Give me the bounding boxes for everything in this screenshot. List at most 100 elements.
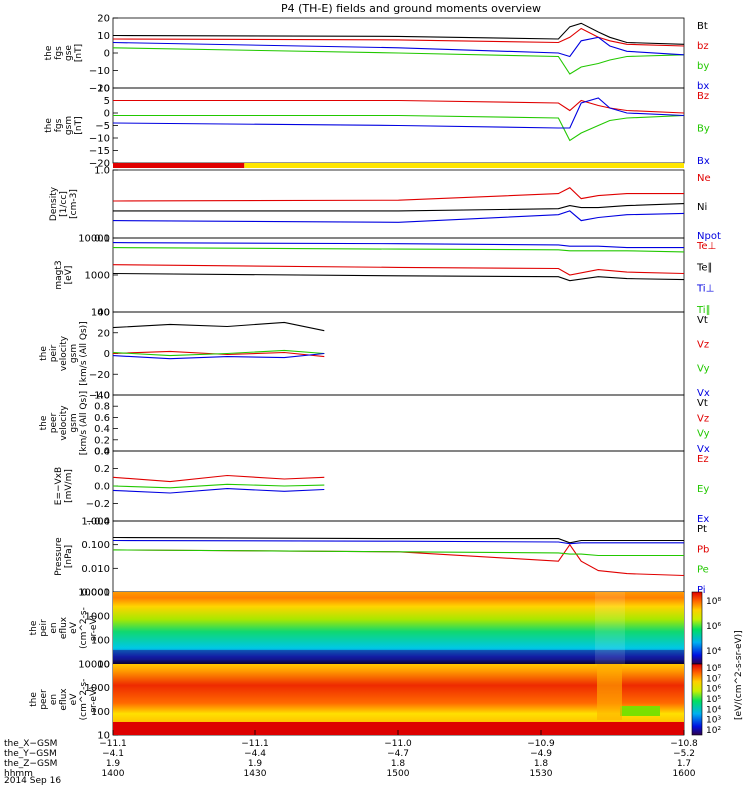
y-tick-label: −10 (89, 66, 110, 77)
y-tick-label: 0.4 (94, 447, 110, 458)
y-tick-label: −0.2 (86, 499, 110, 510)
x-table-cell: −10.9 (527, 739, 555, 749)
panel-fgs_gse: 20 10 0 −10 −20 the fgs gse [nT] Bt bz by bx (44, 14, 709, 95)
y-tick-label: 100 (91, 707, 110, 718)
series-line-By (113, 114, 685, 142)
y-axis-label-line: fgs (54, 46, 64, 60)
y-axis-label-line: Pressure (54, 537, 64, 576)
x-table-cell: −4.9 (530, 749, 552, 759)
y-axis-label-line: magt3 (54, 260, 64, 289)
y-axis-label-line: fgs (54, 118, 64, 132)
panel-temperature: 10000 1000 100 magt3 [eV] Te⊥ Te∥ Ti⊥ Ti∥ (54, 234, 716, 319)
x-table-cell: −11.1 (241, 739, 269, 749)
x-table-cell: 1.9 (106, 759, 121, 769)
y-tick-label: −0.4 (86, 517, 110, 528)
peir-spectrogram (113, 592, 684, 664)
y-axis-label-line: eflux (59, 616, 69, 639)
series-line-Bz (113, 99, 685, 114)
colorbar-tick: 10² (706, 726, 721, 736)
y-tick-label: 10 (97, 660, 110, 671)
y-axis-label-line: (cm^2-s- (79, 679, 89, 721)
y-tick-label: 5 (104, 96, 110, 107)
legend-entry: Vy (697, 364, 710, 375)
panel-fgs_gsm: 105 0−5 −10−15 −20 the fgs gsm [nT] Bz By Bx (44, 84, 710, 170)
panel-efield: 0.4 0.2 0.0 −0.2 −0.4 E=−VxB [mV/m] Ez Ey Ex (54, 447, 709, 528)
x-table-row-label: hhmm (4, 769, 33, 779)
colorbar-tick: 10⁶ (706, 685, 721, 695)
legend-entry: Vy (697, 429, 710, 440)
x-table-cell: 1430 (244, 769, 267, 779)
legend-entry: Ti∥ (696, 305, 711, 316)
y-tick-label: 0.2 (94, 464, 110, 475)
y-tick-label: 1.0 (94, 391, 110, 402)
legend-entry: Vz (697, 339, 709, 350)
y-axis-label-line: peir (39, 619, 49, 637)
legend-entry: By (697, 124, 710, 135)
y-tick-label: 0.0 (94, 447, 110, 458)
series-line-Ni (113, 203, 685, 212)
y-axis-label-line: [nPa] (64, 545, 74, 568)
y-axis-label-line: gsm (69, 413, 79, 432)
legend-entry: by (697, 61, 709, 72)
y-axis-label-line: sr-eV) (89, 686, 99, 712)
y-axis-label-line: E=−VxB (54, 467, 64, 505)
series-line-Npot (112, 210, 685, 223)
y-tick-label: 1000 (85, 271, 110, 282)
series-line-Bt (112, 22, 685, 45)
y-axis-label-line: the (39, 346, 49, 361)
y-axis-label-line: en (49, 694, 59, 705)
y-tick-label: 1.0 (94, 166, 110, 177)
y-tick-label: −10 (89, 134, 110, 145)
y-axis-label-line: [mV/m] (64, 469, 74, 503)
mode-bar (113, 163, 685, 168)
series-line-Pb (112, 543, 685, 577)
series-line-Pi (112, 539, 684, 545)
series-line-Ey (112, 483, 325, 489)
y-tick-label: 100 (91, 636, 110, 647)
legend-entry: Bt (697, 21, 708, 32)
legend-entry: Ne (697, 173, 711, 184)
x-axis-table: the_X−GSM −11.1 −11.1 −11.0 −10.9 −10.8 the_Y−… (4, 730, 698, 779)
series-line-Vx (112, 352, 325, 360)
y-axis-label-line: [km/s (All Qs)] (79, 391, 89, 455)
x-table-cell: −11.1 (99, 739, 127, 749)
y-axis-label-line: eV (69, 693, 79, 706)
x-table-cell: 1.8 (534, 759, 549, 769)
legend-entry: Npot (697, 231, 721, 242)
y-tick-label: 40 (97, 308, 110, 319)
legend-entry: Vt (697, 398, 708, 409)
x-table-cell: −4.4 (244, 749, 266, 759)
x-table-cell: −4.7 (387, 749, 409, 759)
panel-frame (112, 394, 685, 452)
legend-entry: Vt (697, 315, 708, 326)
panel-pressure: 1.000 0.100 0.010 0.001 Pressure [nPa] Pt Pb Pe P… (54, 517, 709, 599)
y-tick-label: 10 (97, 31, 110, 42)
y-tick-label: −15 (89, 146, 110, 157)
x-table-cell: 1400 (102, 769, 125, 779)
series-line-Te∥ (112, 272, 685, 282)
x-table-cell: −11.0 (384, 739, 412, 749)
legend-entry: Ez (697, 454, 709, 465)
y-tick-label: 0.4 (94, 424, 110, 435)
series-line-Ti∥ (112, 247, 685, 253)
panel-frame (112, 520, 685, 593)
legend-entry: Vx (697, 388, 710, 399)
y-tick-label: 0.1 (94, 234, 110, 245)
y-tick-label: 1000 (85, 612, 110, 623)
panel-peir_velocity: 40 20 0 −20 −40 the peir velocity gsm [km/s (All … (39, 308, 710, 402)
colorbar-bottom (691, 663, 703, 736)
y-tick-label: −40 (89, 391, 110, 402)
y-axis-label-line: the (29, 692, 39, 707)
y-tick-label: 0.6 (94, 413, 110, 424)
series-line-Ez (112, 474, 325, 483)
y-tick-label: 0.0 (94, 482, 110, 493)
mode-bar-yellow-segment (244, 163, 685, 168)
x-table-cell: 1.7 (677, 759, 691, 769)
y-tick-label: 0.2 (94, 435, 110, 446)
y-axis-label-line: the (39, 415, 49, 430)
y-axis-label-line: peer (49, 412, 59, 433)
